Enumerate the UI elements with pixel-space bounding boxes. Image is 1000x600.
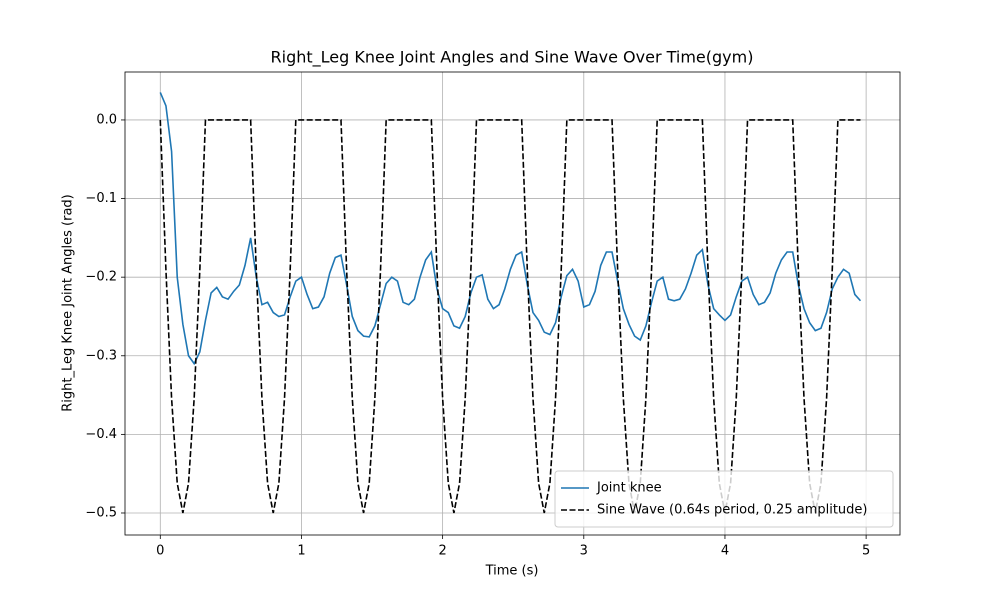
x-tick-label: 1: [297, 544, 305, 559]
y-tick-label: −0.1: [85, 191, 117, 206]
x-tick-label: 4: [721, 544, 729, 559]
x-tick-label: 5: [862, 544, 870, 559]
y-tick-label: 0.0: [96, 112, 117, 127]
plot-frame: [124, 71, 901, 536]
x-tick-label: 0: [156, 544, 164, 559]
legend: Joint knee Sine Wave (0.64s period, 0.25 …: [554, 470, 894, 528]
y-tick-label: −0.5: [85, 505, 117, 520]
y-tick-label: −0.3: [85, 348, 117, 363]
chart-title: Right_Leg Knee Joint Angles and Sine Wav…: [271, 48, 754, 68]
y-tick-label: −0.2: [85, 270, 117, 285]
y-tick-label: −0.4: [85, 427, 117, 442]
series-line: [159, 92, 862, 366]
x-axis-label: Time (s): [485, 564, 539, 579]
y-axis-label: Right_Leg Knee Joint Angles (rad): [61, 194, 76, 412]
legend-label: Joint knee: [596, 481, 662, 496]
legend-label: Sine Wave (0.64s period, 0.25 amplitude): [597, 503, 868, 518]
x-tick-label: 3: [580, 544, 588, 559]
x-tick-label: 2: [438, 544, 446, 559]
series-line: [159, 119, 861, 514]
legend-box: [554, 470, 894, 528]
